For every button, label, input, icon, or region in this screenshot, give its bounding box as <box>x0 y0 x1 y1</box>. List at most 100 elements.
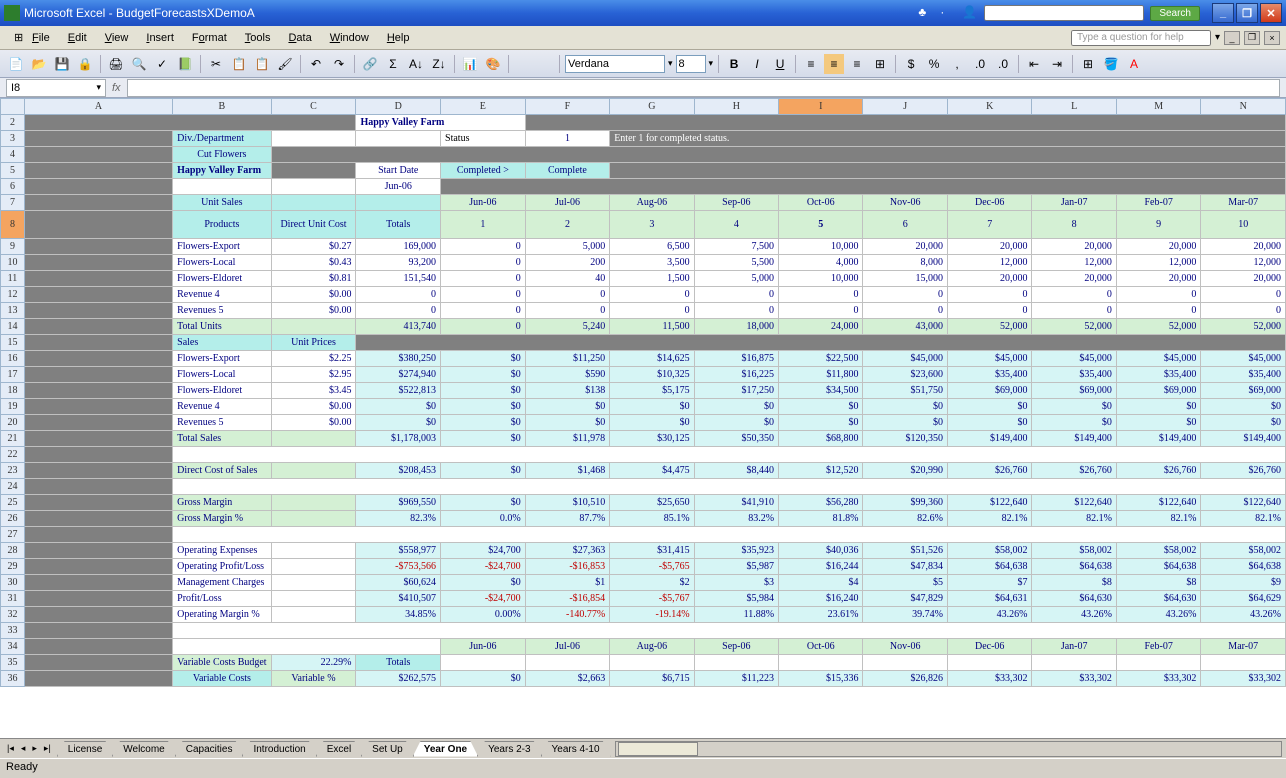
print-button[interactable]: 🖨 <box>106 54 126 74</box>
dec-indent-button[interactable]: ⇤ <box>1024 54 1044 74</box>
row-header-21[interactable]: 21 <box>1 431 25 447</box>
cell[interactable] <box>24 559 172 575</box>
cell[interactable]: $4 <box>779 575 863 591</box>
cell[interactable]: Sep-06 <box>694 639 778 655</box>
cell[interactable]: $149,400 <box>1032 431 1116 447</box>
cell[interactable]: Total Sales <box>173 431 271 447</box>
cell[interactable] <box>779 655 863 671</box>
cell[interactable] <box>441 655 526 671</box>
cell[interactable]: 24,000 <box>779 319 863 335</box>
cell[interactable]: 0 <box>947 287 1031 303</box>
cell[interactable]: $0 <box>863 399 947 415</box>
menu-window[interactable]: Window <box>322 30 377 46</box>
row-header-7[interactable]: 7 <box>1 195 25 211</box>
cell[interactable]: Variable Costs Budget <box>173 655 271 671</box>
cell[interactable]: Revenues 5 <box>173 303 271 319</box>
cell[interactable]: 20,000 <box>1116 239 1200 255</box>
cell[interactable]: 20,000 <box>947 239 1031 255</box>
cell[interactable]: $22,500 <box>779 351 863 367</box>
cell[interactable]: $208,453 <box>356 463 441 479</box>
cell[interactable]: 43.26% <box>947 607 1031 623</box>
cell[interactable]: Happy Valley Farm <box>173 163 271 179</box>
cell[interactable]: $3.45 <box>271 383 356 399</box>
cell[interactable]: Unit Sales <box>173 195 271 211</box>
cell[interactable] <box>24 511 172 527</box>
sheet-tab-excel[interactable]: Excel <box>316 741 362 757</box>
cell[interactable]: 20,000 <box>1032 271 1116 287</box>
cell[interactable]: $11,250 <box>525 351 610 367</box>
cell[interactable]: $41,910 <box>694 495 778 511</box>
cell[interactable]: 87.7% <box>525 511 610 527</box>
cell[interactable]: Jan-07 <box>1032 195 1116 211</box>
cell[interactable]: $16,244 <box>779 559 863 575</box>
sheet-tab-years-4-10[interactable]: Years 4-10 <box>541 741 611 757</box>
cell[interactable] <box>24 271 172 287</box>
cell[interactable]: 20,000 <box>1116 271 1200 287</box>
col-header-N[interactable]: N <box>1201 99 1286 115</box>
cell[interactable]: $56,280 <box>779 495 863 511</box>
cell[interactable]: $0 <box>1032 415 1116 431</box>
cell[interactable] <box>271 131 356 147</box>
cell[interactable]: Status <box>441 131 526 147</box>
cell[interactable]: -$5,767 <box>610 591 694 607</box>
cell[interactable]: 6 <box>863 211 947 239</box>
cell[interactable]: 0 <box>441 287 526 303</box>
cell[interactable]: Jun-06 <box>441 195 526 211</box>
cell[interactable]: $35,923 <box>694 543 778 559</box>
cell[interactable]: $0.00 <box>271 287 356 303</box>
cell[interactable]: $69,000 <box>1116 383 1200 399</box>
cell[interactable]: $1,468 <box>525 463 610 479</box>
cell[interactable] <box>271 559 356 575</box>
row-header-30[interactable]: 30 <box>1 575 25 591</box>
menu-edit[interactable]: Edit <box>60 30 95 46</box>
cell[interactable]: 52,000 <box>1032 319 1116 335</box>
cell[interactable]: 0 <box>525 287 610 303</box>
size-dropdown-icon[interactable]: ▾ <box>709 58 714 69</box>
name-box[interactable]: I8▾ <box>6 79 106 97</box>
cell[interactable]: 0 <box>1116 287 1200 303</box>
fx-icon[interactable]: fx <box>112 82 121 94</box>
cell[interactable]: $122,640 <box>1032 495 1116 511</box>
doc-restore[interactable]: ❐ <box>1244 31 1260 45</box>
cell[interactable]: $69,000 <box>1201 383 1286 399</box>
cell[interactable]: 7 <box>947 211 1031 239</box>
menu-help[interactable]: Help <box>379 30 418 46</box>
cell[interactable]: 12,000 <box>1116 255 1200 271</box>
cell[interactable] <box>356 131 441 147</box>
cell[interactable]: $16,240 <box>779 591 863 607</box>
cell[interactable]: Start Date <box>356 163 441 179</box>
cell[interactable]: -$24,700 <box>441 559 526 575</box>
cell[interactable]: Jun-06 <box>356 179 441 195</box>
cell[interactable]: Nov-06 <box>863 639 947 655</box>
cut-button[interactable]: ✂ <box>206 54 226 74</box>
cell[interactable]: $0 <box>525 415 610 431</box>
col-header-I[interactable]: I <box>779 99 863 115</box>
formula-bar[interactable] <box>127 79 1280 97</box>
row-header-12[interactable]: 12 <box>1 287 25 303</box>
row-header-34[interactable]: 34 <box>1 639 25 655</box>
cell[interactable]: $69,000 <box>947 383 1031 399</box>
cell[interactable]: $25,650 <box>610 495 694 511</box>
col-header-J[interactable]: J <box>863 99 947 115</box>
cell[interactable]: 0 <box>863 287 947 303</box>
row-header-11[interactable]: 11 <box>1 271 25 287</box>
cell[interactable]: $4,475 <box>610 463 694 479</box>
cell[interactable]: $51,750 <box>863 383 947 399</box>
cell[interactable]: Management Charges <box>173 575 271 591</box>
cell[interactable] <box>525 655 610 671</box>
cell[interactable]: $0 <box>441 575 526 591</box>
cell[interactable]: $31,415 <box>610 543 694 559</box>
cell[interactable]: $149,400 <box>1116 431 1200 447</box>
cell[interactable]: Unit Prices <box>271 335 356 351</box>
cell[interactable] <box>24 671 172 687</box>
cell[interactable]: $15,336 <box>779 671 863 687</box>
cell[interactable]: 23.61% <box>779 607 863 623</box>
cell[interactable]: 0.0% <box>441 511 526 527</box>
cell[interactable]: Flowers-Export <box>173 239 271 255</box>
cell[interactable] <box>24 319 172 335</box>
cell[interactable]: 82.1% <box>947 511 1031 527</box>
cell[interactable]: 22.29% <box>271 655 356 671</box>
cell[interactable]: 0 <box>441 271 526 287</box>
row-header-36[interactable]: 36 <box>1 671 25 687</box>
cell[interactable]: $26,760 <box>947 463 1031 479</box>
